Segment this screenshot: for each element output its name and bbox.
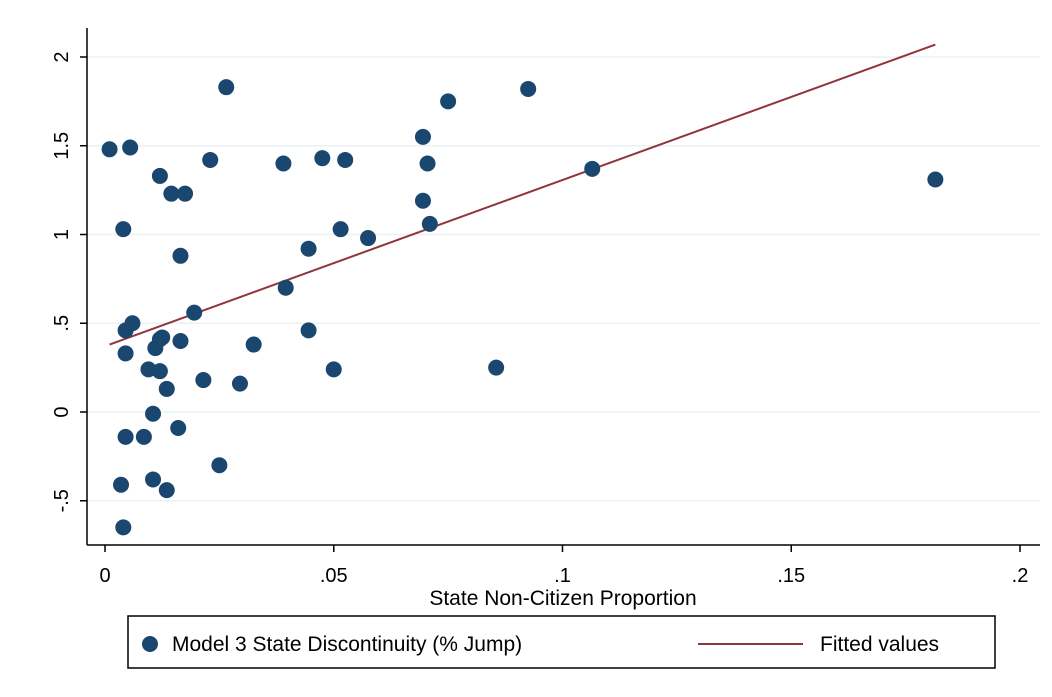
scatter-point — [277, 279, 294, 296]
axes: 0 .05 .1 .15 .2 -.5 0 .5 1 1.5 2 — [51, 28, 1040, 587]
x-tick-label: .05 — [320, 565, 348, 587]
scatter-point — [414, 128, 431, 145]
scatter-point — [245, 336, 262, 353]
scatter-point — [135, 428, 152, 445]
scatter-point — [170, 419, 187, 436]
gridlines — [87, 56, 1040, 502]
scatter-point — [158, 482, 175, 499]
scatter-point — [488, 359, 505, 376]
fitted-line-layer — [109, 43, 936, 346]
scatter-point — [172, 333, 189, 349]
legend-marker-circle — [142, 636, 158, 652]
scatter-point — [145, 405, 162, 422]
x-tick-label: 0 — [99, 565, 110, 587]
scatter-point — [195, 372, 212, 389]
scatter-point — [124, 315, 141, 332]
scatter-point — [186, 304, 203, 321]
scatter-point — [117, 345, 134, 362]
scatter-point — [337, 151, 354, 168]
scatter-point — [584, 160, 601, 177]
x-tick-label: .1 — [554, 565, 571, 587]
y-tick-label: .5 — [51, 315, 73, 332]
scatter-point — [172, 247, 189, 264]
scatter-point — [314, 150, 331, 167]
legend-box — [127, 615, 996, 669]
y-tick-label: 1 — [51, 229, 73, 240]
scatter-point — [300, 240, 317, 257]
scatter-point — [211, 457, 228, 474]
fitted-values-line — [109, 43, 936, 346]
scatter-point — [440, 93, 457, 110]
scatter-point — [163, 185, 180, 202]
scatter-point — [325, 361, 342, 378]
scatter-point — [158, 380, 175, 397]
scatter-point — [419, 155, 436, 172]
scatter-point — [202, 151, 219, 168]
y-tick-label: 0 — [51, 406, 73, 417]
scatter-point — [414, 192, 431, 209]
scatter-point — [927, 171, 944, 188]
scatter-point — [117, 428, 134, 445]
scatter-point — [231, 375, 248, 392]
scatter-point — [115, 519, 132, 536]
scatter-point — [151, 363, 168, 380]
y-tick-label: -.5 — [51, 489, 73, 512]
y-tick-label: 1.5 — [51, 132, 73, 160]
scatter-point — [151, 167, 168, 184]
scatter-point — [300, 322, 317, 339]
x-axis-title: State Non-Citizen Proportion — [429, 587, 696, 610]
legend-label-scatter: Model 3 State Discontinuity (% Jump) — [172, 633, 522, 656]
scatter-point — [113, 476, 130, 493]
scatter-point — [275, 155, 292, 172]
scatter-point — [332, 221, 349, 238]
x-tick-label: .2 — [1012, 565, 1029, 587]
scatter-point — [520, 80, 537, 97]
scatter-point — [218, 79, 235, 96]
scatter-point — [101, 141, 118, 158]
scatter-point — [115, 221, 132, 238]
x-tick-label: .15 — [777, 565, 805, 587]
scatter-point — [145, 471, 162, 488]
scatter-point — [177, 185, 194, 202]
scatter-point — [360, 230, 377, 247]
legend-label-fitted: Fitted values — [820, 633, 939, 656]
scatter-point — [421, 215, 438, 232]
legend: Model 3 State Discontinuity (% Jump) Fit… — [127, 615, 996, 669]
scatter-point — [122, 139, 139, 156]
scatter-points — [101, 79, 944, 536]
scatter-point — [154, 329, 171, 346]
y-tick-label: 2 — [51, 51, 73, 62]
